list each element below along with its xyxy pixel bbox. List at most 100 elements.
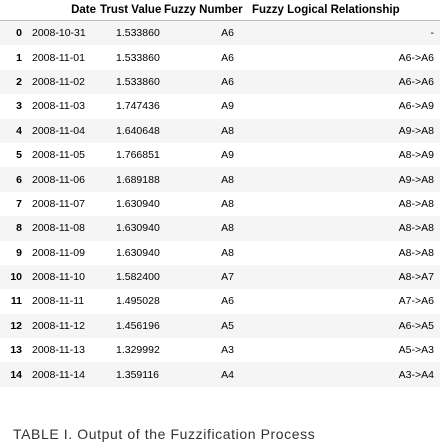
row-date: 2008-11-01 [32, 51, 85, 64]
row-fuzzy-number: A8 [221, 246, 234, 259]
table-header-row: Date Trust Value Fuzzy Number Fuzzy Logi… [0, 0, 440, 21]
table-row: 3 2008-11-03 1.747436 A9 A6->A9 [0, 94, 440, 118]
row-fuzzy-logical-relationship: A6->A6 [398, 51, 434, 64]
row-index: 1 [16, 51, 22, 64]
table-row: 4 2008-11-04 1.640648 A8 A9->A8 [0, 118, 440, 143]
row-fuzzy-number: A6 [221, 51, 234, 64]
row-date: 2008-11-07 [32, 197, 85, 210]
row-index: 12 [0, 313, 30, 339]
row-trust-value: 1.766851 [116, 149, 160, 162]
header-date: Date [30, 0, 98, 21]
table-row: 13 2008-11-13 1.329992 A3 A5->A3 [0, 338, 440, 362]
row-trust-value: 1.533860 [116, 51, 160, 64]
row-fuzzy-logical-relationship: A9->A8 [242, 167, 440, 192]
row-index: 4 [0, 118, 30, 143]
table-row: 5 2008-11-05 1.766851 A9 A8->A9 [0, 143, 440, 167]
row-fuzzy-logical-relationship: A6->A5 [242, 313, 440, 339]
row-fuzzy-number: A8 [162, 167, 242, 192]
row-index: 14 [0, 362, 30, 387]
row-fuzzy-number: A9 [221, 100, 234, 113]
table-row: 8 2008-11-08 1.630940 A8 A8->A8 [0, 216, 440, 241]
row-fuzzy-logical-relationship: A9->A8 [242, 118, 440, 143]
row-trust-value: 1.533860 [98, 69, 162, 95]
header-fuzzy-number: Fuzzy Number [162, 0, 243, 21]
row-index: 3 [16, 100, 22, 113]
row-date: 2008-11-03 [32, 100, 85, 113]
row-fuzzy-number: A7 [162, 264, 242, 290]
header-index [0, 0, 30, 21]
table-row: 6 2008-11-06 1.689188 A8 A9->A8 [0, 167, 440, 192]
row-date: 2008-11-09 [32, 246, 85, 259]
row-trust-value: 1.630940 [116, 197, 160, 210]
row-fuzzy-logical-relationship: A6->A9 [398, 100, 434, 113]
row-fuzzy-logical-relationship: - [242, 20, 440, 46]
header-trust-value: Trust Value [98, 0, 162, 21]
row-index: 6 [0, 167, 30, 192]
row-trust-value: 1.630940 [98, 216, 162, 241]
row-index: 10 [0, 264, 30, 290]
row-fuzzy-logical-relationship: A6->A6 [242, 69, 440, 95]
row-fuzzy-logical-relationship: A7->A6 [398, 295, 434, 308]
table-row: 7 2008-11-07 1.630940 A8 A8->A8 [0, 192, 440, 216]
row-trust-value: 1.456196 [98, 313, 162, 339]
row-index: 7 [16, 197, 22, 210]
table-row: 9 2008-11-09 1.630940 A8 A8->A8 [0, 241, 440, 265]
row-date: 2008-10-31 [30, 20, 98, 46]
table-body: 0 2008-10-31 1.533860 A6-1 2008-11-01 1.53386… [0, 20, 440, 387]
row-date: 2008-11-04 [30, 118, 98, 143]
row-date: 2008-11-02 [30, 69, 98, 95]
row-trust-value: 1.582400 [98, 264, 162, 290]
row-date: 2008-11-11 [32, 295, 85, 308]
row-trust-value: 1.689188 [98, 167, 162, 192]
row-fuzzy-logical-relationship: A8->A7 [242, 264, 440, 290]
row-date: 2008-11-14 [30, 362, 98, 387]
row-index: 2 [0, 69, 30, 95]
row-fuzzy-number: A6 [162, 20, 242, 46]
row-fuzzy-logical-relationship: A5->A3 [398, 344, 434, 357]
row-trust-value: 1.630940 [116, 246, 160, 259]
row-date: 2008-11-13 [32, 344, 85, 357]
row-fuzzy-number: A8 [221, 197, 234, 210]
table-row: 2 2008-11-02 1.533860 A6 A6->A6 [0, 69, 440, 95]
row-trust-value: 1.533860 [98, 20, 162, 46]
table-row: 11 2008-11-11 1.495028 A6 A7->A6 [0, 289, 440, 313]
row-fuzzy-number: A6 [162, 69, 242, 95]
row-fuzzy-number: A9 [221, 149, 234, 162]
table-row: 14 2008-11-14 1.359116 A4 A3->A4 [0, 362, 440, 387]
header-fuzzy-logical-relationship: Fuzzy Logical Relationship [242, 0, 440, 21]
row-fuzzy-number: A8 [162, 118, 242, 143]
row-date: 2008-11-06 [30, 167, 98, 192]
row-date: 2008-11-08 [30, 216, 98, 241]
row-fuzzy-number: A6 [221, 295, 234, 308]
fuzzification-table: Date Trust Value Fuzzy Number Fuzzy Logi… [0, 0, 440, 387]
fuzzification-table-container: Date Trust Value Fuzzy Number Fuzzy Logi… [0, 0, 440, 387]
row-trust-value: 1.359116 [98, 362, 162, 387]
table-row: 0 2008-10-31 1.533860 A6- [0, 20, 440, 46]
row-date: 2008-11-05 [32, 149, 85, 162]
row-fuzzy-logical-relationship: A8->A8 [398, 197, 434, 210]
table-caption: TABLE I. Output of the Fuzzification Pro… [13, 426, 316, 442]
row-trust-value: 1.747436 [116, 100, 160, 113]
row-trust-value: 1.640648 [98, 118, 162, 143]
row-fuzzy-logical-relationship: A8->A9 [398, 149, 434, 162]
row-fuzzy-number: A5 [162, 313, 242, 339]
row-trust-value: 1.495028 [116, 295, 160, 308]
table-row: 12 2008-11-12 1.456196 A5 A6->A5 [0, 313, 440, 339]
table-row: 1 2008-11-01 1.533860 A6 A6->A6 [0, 45, 440, 69]
row-trust-value: 1.329992 [116, 344, 160, 357]
row-date: 2008-11-12 [30, 313, 98, 339]
row-index: 0 [0, 20, 30, 46]
row-date: 2008-11-10 [30, 264, 98, 290]
row-fuzzy-number: A4 [162, 362, 242, 387]
row-index: 9 [16, 246, 22, 259]
row-fuzzy-number: A8 [162, 216, 242, 241]
row-index: 5 [16, 149, 22, 162]
row-fuzzy-number: A3 [221, 344, 234, 357]
row-fuzzy-logical-relationship: A8->A8 [398, 246, 434, 259]
row-index: 13 [10, 344, 22, 357]
row-index: 11 [10, 295, 22, 308]
row-index: 8 [0, 216, 30, 241]
row-fuzzy-logical-relationship: A3->A4 [242, 362, 440, 387]
table-row: 10 2008-11-10 1.582400 A7 A8->A7 [0, 264, 440, 290]
row-fuzzy-logical-relationship: A8->A8 [242, 216, 440, 241]
